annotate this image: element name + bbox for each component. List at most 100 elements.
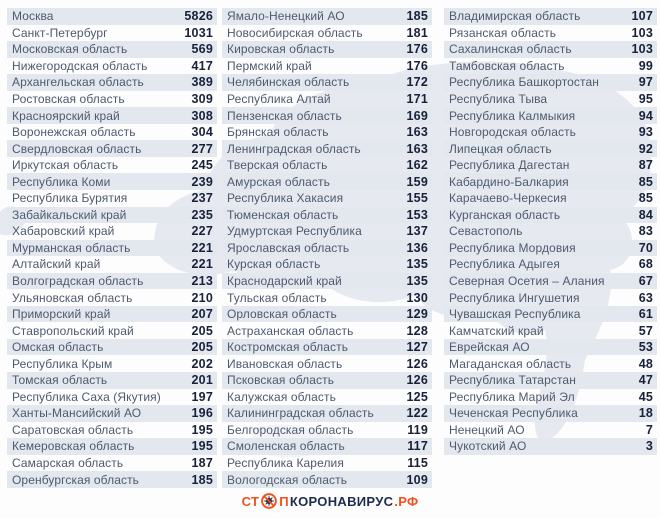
region-count: 196	[191, 406, 213, 421]
table-row: Республика Адыгея 68	[444, 256, 657, 273]
table-row: Калининградская область 122	[222, 405, 432, 422]
region-name: Московская область	[12, 42, 128, 57]
region-count: 70	[638, 240, 653, 255]
table-row: Нижегородская область 417	[7, 58, 217, 75]
region-name: Кировская область	[227, 42, 335, 57]
region-count: 63	[638, 290, 653, 305]
region-name: Кабардино-Балкария	[449, 174, 569, 189]
region-count: 107	[631, 9, 653, 24]
table-row: Камчатский край 57	[444, 322, 657, 339]
region-name: Республика Саха (Якутия)	[12, 389, 161, 404]
region-name: Республика Татарстан	[449, 373, 576, 388]
table-row: Вологодская область 109	[222, 471, 432, 488]
region-count: 201	[191, 373, 213, 388]
table-row: Республика Карелия 115	[222, 455, 432, 472]
table-row: Ленинградская область 163	[222, 140, 432, 157]
region-name: Воронежская область	[12, 125, 136, 140]
table-row: Республика Саха (Якутия) 197	[7, 389, 217, 406]
region-name: Республика Алтай	[227, 92, 331, 106]
table-row: Ямало-Ненецкий АО 185	[222, 8, 432, 25]
region-count: 171	[406, 92, 428, 106]
stopcoronavirus-logo: СТ П КОРОНАВИРУС .РФ	[242, 493, 419, 509]
table-row: Забайкальский край 235	[7, 206, 217, 224]
region-name: Чукотский АО	[449, 439, 527, 454]
region-name: Псковская область	[227, 373, 335, 388]
region-name: Тверская область	[227, 158, 328, 173]
region-name: Краснодарский край	[227, 274, 342, 289]
region-name: Свердловская область	[12, 141, 142, 156]
region-name: Брянская область	[227, 125, 329, 140]
region-name: Пензенская область	[227, 108, 342, 123]
table-row: Республика Тыва 95	[444, 91, 657, 108]
region-count: 135	[406, 274, 428, 289]
region-count: 169	[406, 108, 428, 123]
region-count: 197	[191, 389, 213, 404]
region-name: Белгородская область	[227, 422, 354, 437]
logo-text-koronavirus: КОРОНАВИРУС	[289, 493, 394, 509]
region-name: Курганская область	[449, 207, 561, 222]
table-row: Алтайский край 221	[7, 256, 217, 273]
table-row: Республика Крым 202	[7, 355, 217, 372]
region-count: 237	[191, 191, 213, 206]
table-row: Рязанская область 103	[444, 25, 657, 42]
region-name: Республика Бурятия	[12, 191, 128, 206]
region-name: Ставропольский край	[12, 323, 134, 338]
region-name: Архангельская область	[12, 75, 144, 90]
table-row: Новосибирская область 181	[222, 25, 432, 42]
region-name: Ханты-Мансийский АО	[12, 406, 142, 421]
region-count: 195	[191, 439, 213, 454]
region-count: 417	[191, 58, 213, 73]
region-name: Республика Крым	[12, 356, 113, 371]
region-name: Республика Дагестан	[449, 158, 570, 173]
no-virus-icon	[261, 493, 278, 509]
region-count: 84	[638, 207, 653, 222]
table-row: Чукотский АО 3	[444, 438, 657, 455]
table-row: Сахалинская область 103	[444, 41, 657, 58]
region-count: 221	[191, 257, 213, 272]
table-row: Тюменская область 153	[222, 206, 432, 224]
region-count: 187	[191, 456, 213, 471]
region-name: Саратовская область	[12, 422, 134, 437]
table-row: Республика Марий Эл 45	[444, 389, 657, 406]
region-count: 45	[638, 389, 653, 404]
region-count: 185	[191, 472, 213, 487]
region-count: 128	[406, 323, 428, 338]
table-row: Северная Осетия – Алания 67	[444, 272, 657, 290]
region-name: Томская область	[12, 373, 108, 388]
table-row: Волгоградская область 213	[7, 272, 217, 290]
region-name: Сахалинская область	[449, 42, 572, 57]
region-count: 115	[407, 456, 428, 471]
table-row: Костромская область 127	[222, 338, 432, 356]
table-column-1: Москва 5826 Санкт-Петербург 1031 Московская …	[7, 8, 217, 488]
region-count: 304	[191, 125, 213, 140]
table-row: Республика Калмыкия 94	[444, 107, 657, 124]
region-name: Тюменская область	[227, 207, 339, 222]
table-row: Кабардино-Балкария 85	[444, 173, 657, 191]
region-name: Забайкальский край	[12, 207, 127, 222]
logo-text-p: П	[279, 493, 289, 509]
region-name: Самарская область	[12, 456, 124, 471]
region-count: 99	[638, 58, 653, 73]
table-row: Липецкая область 92	[444, 140, 657, 157]
region-count: 125	[406, 389, 428, 404]
region-count: 207	[191, 307, 213, 322]
region-count: 97	[638, 75, 653, 90]
region-name: Республика Адыгея	[449, 257, 560, 272]
region-name: Республика Хакасия	[227, 191, 344, 206]
region-count: 94	[638, 108, 653, 123]
table-row: Томская область 201	[7, 372, 217, 389]
table-row: Чеченская Республика 18	[444, 405, 657, 422]
region-name: Липецкая область	[449, 141, 552, 156]
table-column-3: Владимирская область 107 Рязанская область…	[444, 8, 657, 455]
region-name: Чувашская Республика	[449, 307, 581, 322]
table-row: Курская область 135	[222, 256, 432, 273]
table-row: Челябинская область 172	[222, 74, 432, 91]
region-name: Вологодская область	[227, 472, 348, 487]
table-row: Кемеровская область 195	[7, 438, 217, 455]
region-name: Ямало-Ненецкий АО	[227, 9, 345, 24]
logo-text-rf: .РФ	[394, 493, 419, 509]
table-row: Республика Татарстан 47	[444, 372, 657, 389]
table-row: Республика Мордовия 70	[444, 239, 657, 257]
region-name: Новгородская область	[449, 125, 577, 140]
